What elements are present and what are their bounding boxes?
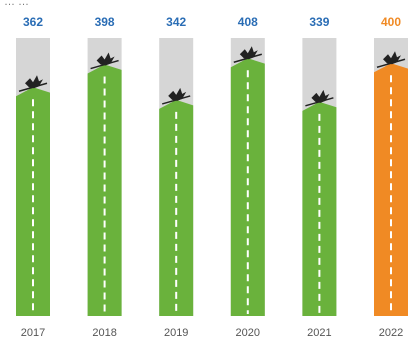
bird-icon — [233, 46, 263, 63]
value-label: 362 — [23, 15, 43, 29]
bird-icon — [90, 52, 119, 70]
value-label: 339 — [309, 15, 329, 29]
category-label: 2021 — [307, 327, 331, 339]
bird-icon — [18, 75, 48, 93]
bird-shape — [96, 52, 115, 66]
bar — [302, 101, 337, 317]
bird-icon — [305, 89, 334, 107]
category-label: 2020 — [236, 327, 260, 339]
bird-shape — [239, 46, 258, 60]
bird-icon — [376, 51, 406, 68]
value-label: 400 — [381, 15, 401, 29]
category-label: 2018 — [92, 327, 116, 339]
chart-top-caption: … … — [4, 0, 30, 8]
bar — [230, 58, 265, 317]
category-label: 2019 — [164, 327, 188, 339]
category-label: 2022 — [379, 327, 403, 339]
value-label: 398 — [95, 15, 115, 29]
value-label: 342 — [166, 15, 186, 29]
bird-shape — [311, 89, 330, 103]
bird-shape — [168, 87, 187, 101]
value-label: 408 — [238, 15, 258, 29]
category-label: 2017 — [21, 327, 45, 339]
bird-shape — [25, 75, 43, 89]
bird-shape — [383, 51, 401, 65]
bird-icon — [161, 87, 191, 105]
